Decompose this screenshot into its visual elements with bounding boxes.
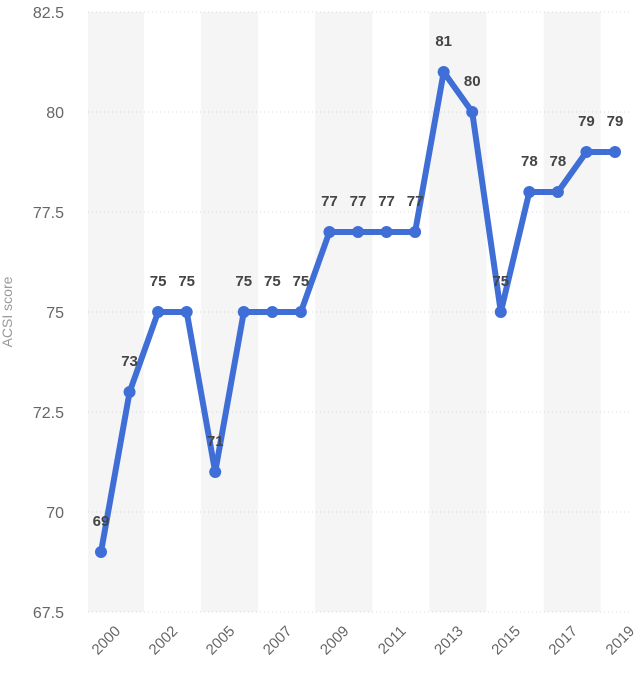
data-label: 71	[207, 433, 224, 450]
data-point	[266, 306, 279, 318]
data-label: 79	[607, 113, 624, 130]
data-label: 75	[293, 273, 310, 290]
data-label: 81	[435, 33, 452, 50]
data-label: 78	[521, 153, 538, 170]
data-point	[209, 466, 222, 478]
data-point	[551, 186, 564, 198]
data-label: 79	[578, 113, 595, 130]
data-point	[380, 226, 393, 238]
plot-band	[88, 12, 144, 612]
y-tick-label: 82.5	[33, 5, 64, 22]
x-tick-label: 2009	[317, 623, 353, 659]
y-axis-title: ACSI score	[0, 276, 15, 347]
data-label: 75	[150, 273, 167, 290]
x-tick-label: 2019	[603, 623, 639, 659]
data-point	[237, 306, 250, 318]
data-label: 77	[321, 193, 338, 210]
data-label: 69	[93, 513, 110, 530]
data-label: 75	[235, 273, 252, 290]
data-label: 73	[121, 353, 138, 370]
data-label: 77	[407, 193, 424, 210]
data-point	[180, 306, 193, 318]
y-tick-label: 67.5	[33, 605, 64, 622]
data-label: 75	[178, 273, 195, 290]
data-point	[152, 306, 165, 318]
x-tick-label: 2015	[488, 623, 524, 659]
y-axis: 67.5 70 72.5 75 77.5 80 82.5	[33, 5, 64, 622]
data-point	[580, 146, 593, 158]
series-group	[95, 66, 621, 558]
data-label: 77	[378, 193, 395, 210]
x-tick-label: 2007	[260, 623, 296, 659]
data-point	[323, 226, 336, 238]
data-labels: 69 73 75 75 71 75 75 75 77 77 77 77 81 80 75 78 78 79 79	[93, 33, 624, 530]
x-tick-label: 2013	[431, 623, 467, 659]
y-tick-label: 72.5	[33, 405, 64, 422]
x-tick-label: 2005	[203, 623, 239, 659]
data-label: 75	[492, 273, 509, 290]
y-tick-label: 70	[46, 505, 64, 522]
x-axis: 2000 2002 2005 2007 2009 2011 2013 2015 2017 2019	[89, 623, 639, 659]
plot-band	[315, 12, 373, 612]
data-point	[466, 106, 479, 118]
x-tick-label: 2002	[146, 623, 182, 659]
data-point	[437, 66, 450, 78]
data-point	[123, 386, 136, 398]
data-point	[352, 226, 364, 238]
data-label: 78	[550, 153, 567, 170]
data-label: 75	[264, 273, 281, 290]
x-tick-label: 2000	[89, 623, 125, 659]
data-point	[609, 146, 621, 158]
data-label: 77	[350, 193, 367, 210]
data-point	[294, 306, 307, 318]
y-tick-label: 80	[46, 105, 64, 122]
data-label: 80	[464, 73, 481, 90]
x-tick-label: 2011	[375, 623, 410, 658]
data-point	[409, 226, 422, 238]
data-point	[95, 546, 107, 558]
data-point	[494, 306, 507, 318]
y-tick-label: 75	[46, 305, 64, 322]
y-tick-label: 77.5	[33, 205, 64, 222]
x-tick-label: 2017	[545, 623, 581, 659]
data-point	[523, 186, 536, 198]
